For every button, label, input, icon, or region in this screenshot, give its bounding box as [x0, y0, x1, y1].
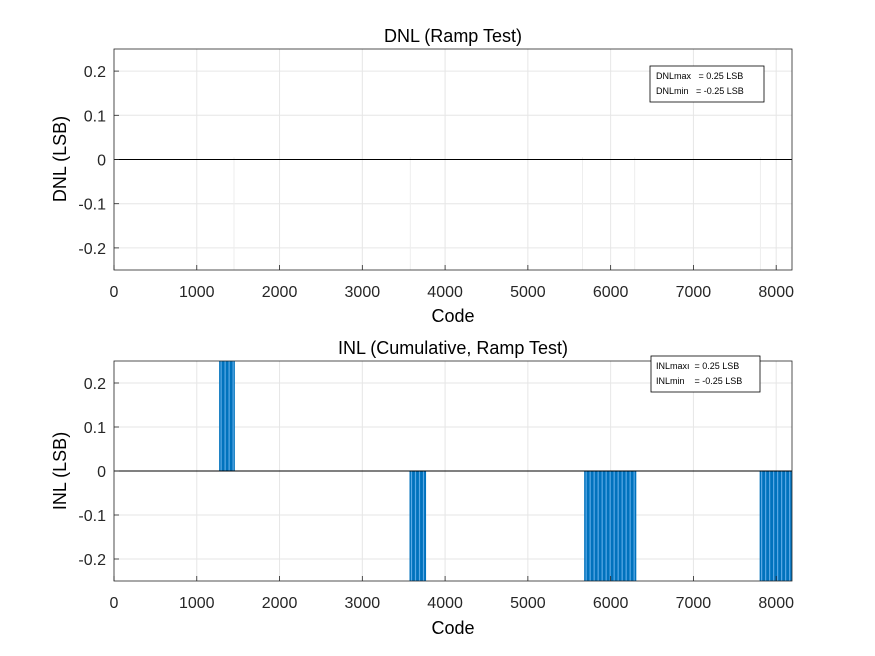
inl-ytick-label: 0.1 [84, 420, 106, 437]
inl-xtick-label: 8000 [758, 595, 794, 612]
inl-bar-cluster [759, 471, 792, 581]
inl-ytick-label: -0.2 [78, 552, 106, 569]
inl-tick-labels: 0 1000 2000 3000 4000 5000 6000 7000 8000 -0.2 -0.… [78, 376, 794, 612]
inl-xtick-label: 5000 [510, 595, 546, 612]
dnl-xtick-label: 8000 [758, 284, 794, 301]
inl-xlabel: Code [431, 618, 474, 638]
dnl-subplot: 0 1000 2000 3000 4000 5000 6000 7000 8000 -0.2 -0.… [50, 26, 794, 326]
inl-xtick-label: 4000 [427, 595, 463, 612]
dnl-tick-labels: 0 1000 2000 3000 4000 5000 6000 7000 8000 -0.2 -0.… [78, 64, 794, 301]
inl-ytick-label: 0 [97, 464, 106, 481]
inl-ylabel: INL (LSB) [50, 432, 70, 510]
inl-legend-line-1: INLmaxı = 0.25 LSB [656, 361, 739, 371]
dnl-title: DNL (Ramp Test) [384, 26, 522, 46]
inl-bar-cluster [409, 471, 427, 581]
inl-xtick-label: 6000 [593, 595, 629, 612]
dnl-ytick-label: -0.1 [78, 197, 106, 214]
inl-subplot: 0 1000 2000 3000 4000 5000 6000 7000 8000 -0.2 -0.… [50, 338, 794, 638]
dnl-legend-line-1: DNLmax = 0.25 LSB [656, 71, 743, 81]
inl-ytick-label: 0.2 [84, 376, 106, 393]
inl-legend: INLmaxı = 0.25 LSB INLmin = -0.25 LSB [650, 355, 761, 393]
dnl-xtick-label: 7000 [676, 284, 712, 301]
inl-xtick-label: 0 [110, 595, 119, 612]
inl-xtick-label: 7000 [676, 595, 712, 612]
dnl-bars [233, 157, 761, 270]
inl-bar-group [219, 361, 792, 581]
inl-title: INL (Cumulative, Ramp Test) [338, 338, 568, 358]
inl-xtick-label: 1000 [179, 595, 215, 612]
dnl-legend-box [649, 65, 765, 103]
inl-bar-cluster [219, 361, 235, 471]
inl-legend-box [650, 355, 761, 393]
dnl-ytick-label: 0.2 [84, 64, 106, 81]
dnl-xtick-label: 3000 [345, 284, 381, 301]
dnl-xlabel: Code [431, 306, 474, 326]
dnl-ytick-label: 0 [97, 153, 106, 170]
inl-bars [219, 361, 792, 581]
inl-ytick-label: -0.1 [78, 508, 106, 525]
dnl-ytick-label: 0.1 [84, 108, 106, 125]
dnl-xtick-label: 1000 [179, 284, 215, 301]
inl-legend-line-2: INLmin = -0.25 LSB [656, 376, 742, 386]
dnl-xtick-label: 4000 [427, 284, 463, 301]
inl-xtick-label: 2000 [262, 595, 298, 612]
dnl-legend-line-2: DNLmin = -0.25 LSB [656, 86, 744, 96]
dnl-ylabel: DNL (LSB) [50, 116, 70, 202]
dnl-xtick-label: 2000 [262, 284, 298, 301]
dnl-ytick-label: -0.2 [78, 241, 106, 258]
dnl-legend: DNLmax = 0.25 LSB DNLmin = -0.25 LSB [649, 65, 765, 103]
dnl-xtick-label: 6000 [593, 284, 629, 301]
dnl-xtick-label: 0 [110, 284, 119, 301]
dnl-xtick-label: 5000 [510, 284, 546, 301]
inl-xtick-label: 3000 [345, 595, 381, 612]
